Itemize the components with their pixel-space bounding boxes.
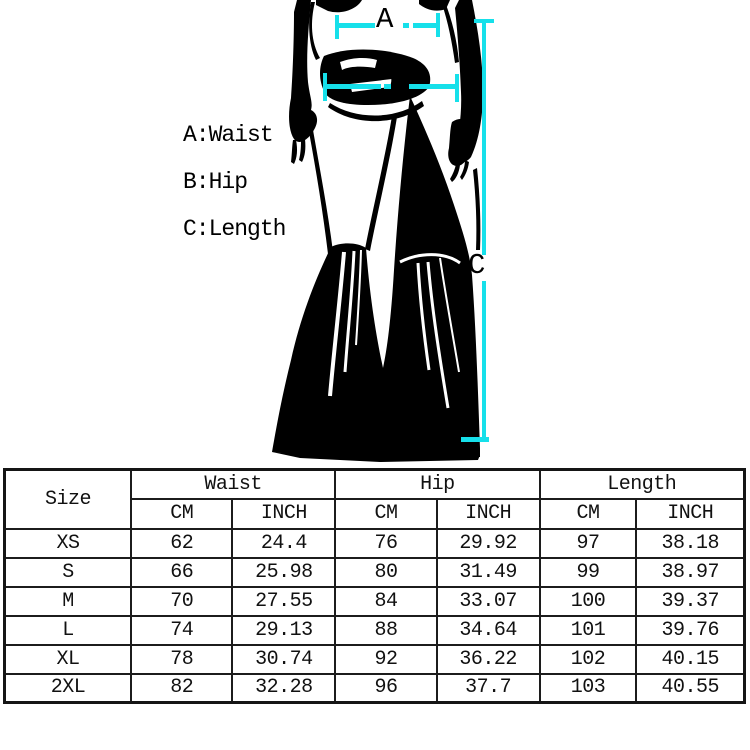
- cell-hip-cm: 84: [334, 585, 438, 617]
- table-row-m: M 70 27.55 84 33.07 100 39.37: [3, 585, 746, 617]
- cell-waist-cm: 62: [130, 527, 234, 559]
- cell-length-cm: 101: [538, 614, 638, 646]
- col-header-waist-cm: CM: [130, 497, 234, 530]
- legend-item-waist: A:Waist: [183, 122, 274, 148]
- cell-size: S: [3, 556, 133, 588]
- waist-measure-line: [335, 13, 440, 39]
- cell-hip-inch: 31.49: [435, 556, 541, 588]
- cell-hip-inch: 29.92: [435, 527, 541, 559]
- cell-size: XL: [3, 643, 133, 675]
- hip-measure-line: [323, 73, 459, 102]
- cell-waist-inch: 29.13: [231, 614, 337, 646]
- cell-waist-cm: 70: [130, 585, 234, 617]
- cell-waist-cm: 66: [130, 556, 234, 588]
- cell-waist-cm: 74: [130, 614, 234, 646]
- table-row-2xl: 2XL 82 32.28 96 37.7 103 40.55: [3, 672, 746, 704]
- col-header-length: Length: [538, 468, 746, 500]
- cell-length-inch: 39.37: [635, 585, 746, 617]
- col-header-hip-inch: INCH: [435, 497, 541, 530]
- col-header-length-cm: CM: [538, 497, 638, 530]
- table-row-xl: XL 78 30.74 92 36.22 102 40.15: [3, 643, 746, 675]
- table-row-l: L 74 29.13 88 34.64 101 39.76: [3, 614, 746, 646]
- col-header-hip-cm: CM: [334, 497, 438, 530]
- cell-hip-cm: 88: [334, 614, 438, 646]
- col-header-size: Size: [3, 468, 133, 530]
- size-chart-table: Size Waist Hip Length CM INCH CM INCH CM…: [3, 468, 746, 704]
- cell-length-inch: 40.15: [635, 643, 746, 675]
- cell-length-inch: 39.76: [635, 614, 746, 646]
- cell-waist-cm: 82: [130, 672, 234, 704]
- cell-size: L: [3, 614, 133, 646]
- cell-hip-cm: 96: [334, 672, 438, 704]
- cell-length-cm: 100: [538, 585, 638, 617]
- cell-length-cm: 102: [538, 643, 638, 675]
- model-silhouette: [272, 0, 483, 462]
- cell-length-cm: 97: [538, 527, 638, 559]
- cell-length-cm: 99: [538, 556, 638, 588]
- cell-waist-inch: 24.4: [231, 527, 337, 559]
- length-measure-line: [461, 19, 494, 442]
- cell-waist-inch: 32.28: [231, 672, 337, 704]
- ruffle-highlights: [328, 249, 461, 409]
- table-row-s: S 66 25.98 80 31.49 99 38.97: [3, 556, 746, 588]
- col-header-hip: Hip: [334, 468, 541, 500]
- cell-hip-cm: 76: [334, 527, 438, 559]
- cell-hip-cm: 92: [334, 643, 438, 675]
- length-marker-label: C: [468, 249, 486, 282]
- cell-length-cm: 103: [538, 672, 638, 704]
- waist-marker-label: A: [376, 3, 394, 36]
- cell-length-inch: 38.18: [635, 527, 746, 559]
- cell-size: M: [3, 585, 133, 617]
- cell-waist-cm: 78: [130, 643, 234, 675]
- cell-length-inch: 40.55: [635, 672, 746, 704]
- cell-hip-inch: 33.07: [435, 585, 541, 617]
- cell-hip-inch: 37.7: [435, 672, 541, 704]
- model-silhouette-diagram: [272, 0, 494, 462]
- hip-marker-label: B: [389, 65, 407, 98]
- cell-hip-cm: 80: [334, 556, 438, 588]
- cell-waist-inch: 30.74: [231, 643, 337, 675]
- legend-item-hip: B:Hip: [183, 169, 248, 195]
- table-row-xs: XS 62 24.4 76 29.92 97 38.18: [3, 527, 746, 559]
- col-header-length-inch: INCH: [635, 497, 746, 530]
- cell-length-inch: 38.97: [635, 556, 746, 588]
- cell-waist-inch: 25.98: [231, 556, 337, 588]
- col-header-waist-inch: INCH: [231, 497, 337, 530]
- cell-size: 2XL: [3, 672, 133, 704]
- legend-item-length: C:Length: [183, 216, 286, 242]
- cell-size: XS: [3, 527, 133, 559]
- cell-hip-inch: 36.22: [435, 643, 541, 675]
- col-header-waist: Waist: [130, 468, 337, 500]
- cell-hip-inch: 34.64: [435, 614, 541, 646]
- cell-waist-inch: 27.55: [231, 585, 337, 617]
